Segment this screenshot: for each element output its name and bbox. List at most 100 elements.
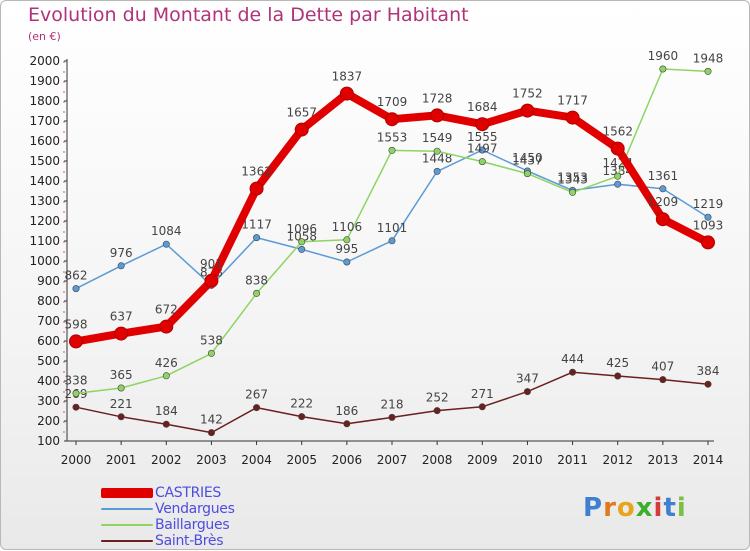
data-point: [162, 240, 170, 248]
logo-letter: o: [616, 493, 636, 523]
data-label: 1960: [648, 49, 679, 63]
data-label: 267: [245, 388, 268, 402]
logo-letter: i: [676, 493, 687, 523]
data-point: [520, 103, 535, 118]
legend-swatch-saint-bres: [101, 540, 153, 542]
y-tick-label: 1300: [29, 194, 60, 208]
data-point: [523, 388, 531, 396]
legend: CASTRIES Vendargues Baillargues Saint-Br…: [101, 485, 235, 549]
data-label: 1361: [648, 169, 679, 183]
y-tick-label: 1100: [29, 234, 60, 248]
data-label: 1684: [467, 100, 498, 114]
data-label: 1553: [377, 130, 408, 144]
y-tick-label: 700: [37, 314, 60, 328]
data-label: 365: [110, 368, 133, 382]
data-label: 538: [200, 333, 223, 347]
data-point: [114, 326, 129, 341]
data-label: 672: [155, 303, 178, 317]
data-label: 1555: [467, 130, 498, 144]
y-tick-label: 1600: [29, 134, 60, 148]
y-tick-label: 300: [37, 394, 60, 408]
x-tick-label: 2005: [286, 453, 317, 467]
data-label: 184: [155, 404, 178, 418]
data-point: [614, 172, 622, 180]
y-tick-label: 100: [37, 434, 60, 448]
x-tick-label: 2007: [377, 453, 408, 467]
data-label: 1948: [693, 51, 724, 65]
data-point: [339, 86, 354, 101]
y-tick-label: 800: [37, 294, 60, 308]
x-tick-label: 2003: [196, 453, 227, 467]
y-tick-label: 200: [37, 414, 60, 428]
data-point: [298, 413, 306, 421]
data-point: [430, 108, 445, 123]
data-label: 1209: [648, 195, 679, 209]
data-label: 142: [200, 413, 223, 427]
data-point: [343, 258, 351, 266]
legend-swatch-vendargues: [101, 508, 153, 510]
x-tick-label: 2013: [648, 453, 679, 467]
x-tick-label: 2001: [106, 453, 137, 467]
data-point: [159, 319, 174, 334]
data-point: [253, 404, 261, 412]
x-tick-label: 2010: [512, 453, 543, 467]
x-tick-label: 2000: [61, 453, 92, 467]
legend-label-baillargues: Baillargues: [155, 517, 230, 533]
data-point: [478, 146, 486, 154]
data-label: 1448: [422, 151, 453, 165]
data-point: [72, 389, 80, 397]
logo-letter: r: [603, 493, 617, 523]
data-label: 252: [426, 391, 449, 405]
chart-subtitle: (en €): [28, 30, 61, 43]
data-point: [207, 349, 215, 357]
y-tick-label: 400: [37, 374, 60, 388]
data-point: [433, 147, 441, 155]
data-point: [610, 141, 625, 156]
data-label: 1084: [151, 224, 182, 238]
legend-item-baillargues: Baillargues: [101, 517, 235, 533]
data-label: 1728: [422, 91, 453, 105]
data-label: 901: [200, 257, 223, 271]
y-tick-label: 600: [37, 334, 60, 348]
data-label: 862: [65, 269, 88, 283]
data-point: [294, 122, 309, 137]
data-label: 1353: [557, 170, 588, 184]
legend-item-vendargues: Vendargues: [101, 501, 235, 517]
data-label: 221: [110, 397, 133, 411]
data-point: [433, 407, 441, 415]
data-label: 338: [65, 373, 88, 387]
y-tick-label: 1900: [29, 74, 60, 88]
data-label: 1362: [241, 165, 272, 179]
data-point: [478, 158, 486, 166]
y-tick-label: 1500: [29, 154, 60, 168]
data-label: 384: [697, 364, 720, 378]
data-point: [117, 413, 125, 421]
y-tick-label: 1000: [29, 254, 60, 268]
data-label: 1450: [512, 151, 543, 165]
data-label: 1497: [467, 142, 498, 156]
data-label: 1837: [332, 70, 363, 84]
data-point: [701, 235, 715, 250]
data-point: [388, 146, 396, 154]
legend-label-saint-bres: Saint-Brès: [155, 533, 224, 549]
data-point: [385, 112, 399, 127]
data-label: 995: [335, 242, 358, 256]
legend-label-castries: CASTRIES: [155, 485, 221, 501]
data-label: 637: [110, 310, 133, 324]
data-point: [162, 372, 170, 380]
data-point: [72, 285, 80, 293]
data-point: [614, 372, 622, 380]
data-label: 407: [651, 360, 674, 374]
data-label: 425: [606, 356, 629, 370]
x-tick-label: 2008: [422, 453, 453, 467]
y-tick-label: 1800: [29, 94, 60, 108]
data-point: [659, 376, 667, 384]
legend-label-vendargues: Vendargues: [155, 501, 235, 517]
data-label: 444: [561, 352, 584, 366]
data-label: 1343: [557, 172, 588, 186]
data-point: [475, 117, 490, 132]
x-tick-label: 2011: [557, 453, 588, 467]
y-tick-label: 1700: [29, 114, 60, 128]
data-label: 838: [245, 273, 268, 287]
